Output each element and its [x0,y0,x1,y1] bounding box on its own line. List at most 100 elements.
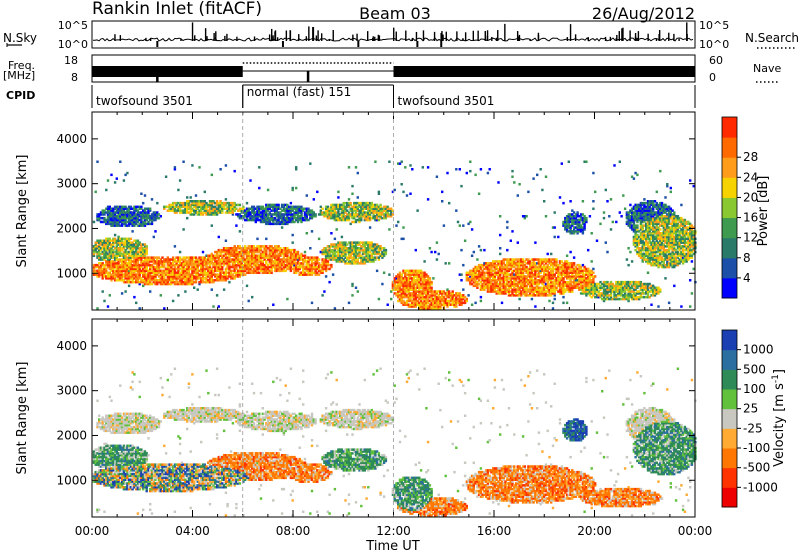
power-cell [254,260,257,263]
power-cell [288,216,291,220]
power-cell [196,275,199,278]
power-cell [224,271,228,274]
power-cell [331,211,335,214]
power-cell [351,209,354,212]
power-cell [170,209,173,212]
power-cell [201,271,205,274]
power-cell [203,258,206,261]
power-cell [293,254,296,257]
power-cell [186,267,189,271]
power-cell [326,262,330,265]
power-cell [140,247,143,250]
power-cell [500,301,504,305]
power-cell [277,215,280,218]
power-cell [135,218,138,222]
power-cell [273,265,277,269]
power-cell [168,282,171,286]
power-cell [135,248,138,252]
power-cell [119,220,122,224]
power-cell [131,224,134,227]
power-cell [96,247,99,250]
power-cell [219,248,222,252]
power-cell [103,269,106,273]
power-cell [115,247,118,250]
power-cell [110,207,113,210]
power-cell [314,265,317,269]
power-cell [346,209,349,212]
power-cell [168,263,171,267]
power-cell [194,203,198,207]
power-cell [129,205,133,209]
power-cell [258,186,261,190]
power-cell [251,295,254,299]
power-cell [215,263,219,267]
power-cell [240,215,243,218]
power-cell [302,207,305,210]
power-cell [122,215,126,218]
power-cell [337,256,340,259]
power-cell [171,209,175,212]
power-cell [117,258,120,261]
power-cell [143,254,147,257]
power-cell [231,201,235,205]
power-cell [210,211,213,214]
power-cell [164,282,168,286]
power-cell [210,256,213,259]
power-cell [400,183,403,186]
power-cell [302,271,305,274]
power-cell [208,267,212,271]
power-cell [284,263,287,267]
power-cell [221,201,224,205]
power-cell [106,247,110,250]
power-cell [96,269,99,273]
power-cell [305,260,308,263]
power-cell [205,271,208,274]
power-cell [258,215,261,218]
power-cell [143,218,147,222]
power-cell [252,216,256,220]
power-cell [295,216,298,220]
power-cell [112,248,115,252]
power-cell [263,220,266,224]
power-cell [226,262,229,265]
power-cell [127,260,131,263]
power-cell [178,209,182,212]
power-cell [291,216,294,220]
power-cell [367,218,370,222]
power-cell [354,201,358,205]
power-cell [256,250,259,254]
power-cell [108,254,111,257]
power-cell [133,218,136,222]
power-cell [149,277,152,280]
power-cell [231,262,235,265]
power-cell [191,260,194,263]
power-cell [435,241,439,244]
power-cell [245,271,249,274]
power-cell [358,203,361,207]
power-cell [147,256,150,259]
power-cell [205,265,208,269]
power-cell [310,273,314,276]
power-cell [280,213,284,216]
power-cell [509,239,512,242]
power-cell [210,279,213,282]
power-cell [217,260,220,263]
power-cell [133,245,136,248]
power-cell [280,250,284,254]
power-cell [351,192,354,195]
power-cell [99,267,103,271]
power-cell [310,213,314,216]
power-cell [284,247,287,250]
power-cell [233,267,236,271]
power-cell [242,248,245,252]
power-cell [193,267,196,271]
power-cell [145,213,148,216]
power-cell [154,267,157,271]
power-cell [342,243,345,246]
power-cell [363,256,366,259]
power-cell [143,247,147,250]
power-cell [96,307,99,310]
power-cell [113,262,117,265]
power-cell [265,247,268,250]
power-cell [122,258,126,261]
